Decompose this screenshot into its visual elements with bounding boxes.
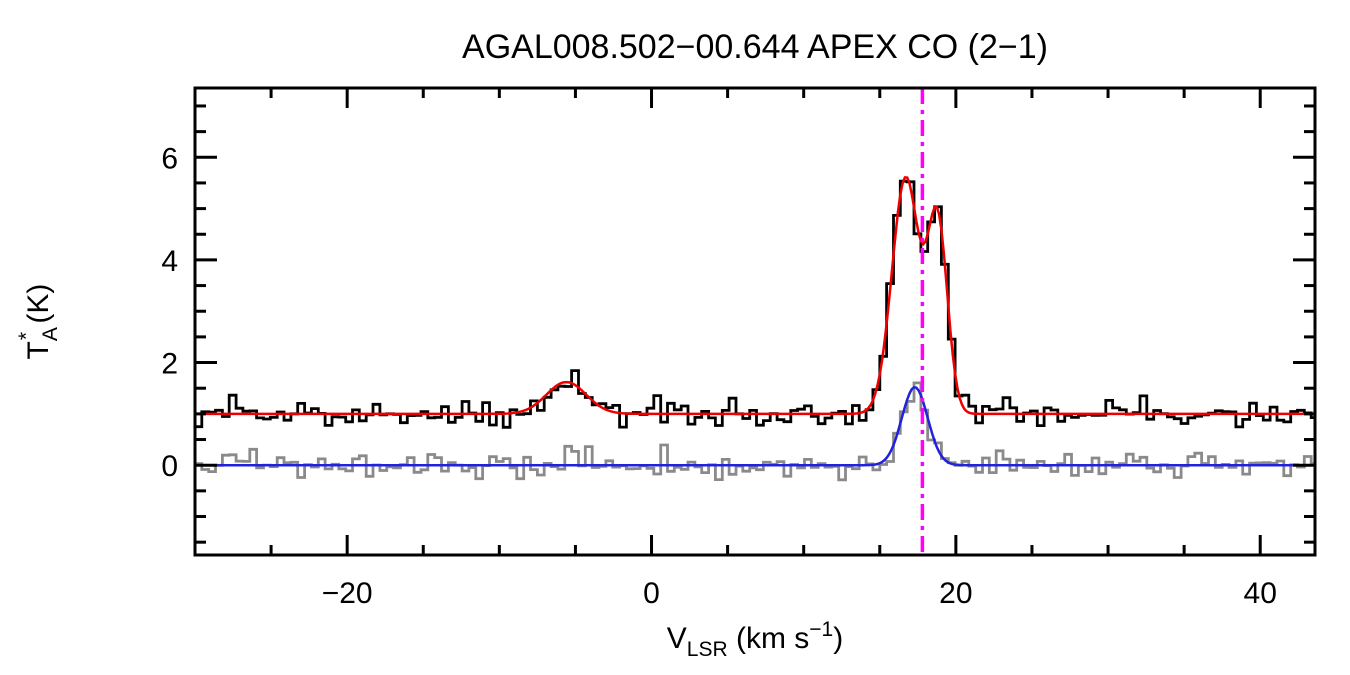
- chart-title: AGAL008.502−00.644 APEX CO (2−1): [462, 28, 1048, 66]
- axes: [193, 86, 1317, 557]
- x-axis-label-base: V: [667, 622, 687, 655]
- x-axis-label: VLSR (km s−1): [667, 618, 843, 661]
- observed-spectrum-path: [195, 179, 1315, 429]
- x-tick-label: 40: [1244, 577, 1277, 610]
- x-tick-label: −20: [322, 577, 373, 610]
- x-tick-label: 0: [643, 577, 660, 610]
- y-axis-label-end: (K): [22, 284, 55, 332]
- y-tick-label: 6: [161, 142, 178, 175]
- gaussian-fit-offset-path: [195, 385, 1315, 467]
- y-axis-label: TA* (K): [15, 284, 62, 360]
- plot-frame: [193, 86, 1317, 557]
- x-axis-label-sup: −1: [809, 618, 833, 641]
- y-axis-label-base: T: [22, 341, 55, 359]
- x-tick-label: 20: [939, 577, 972, 610]
- y-tick-label: 2: [161, 348, 178, 381]
- offset-spectrum-path: [195, 381, 1315, 482]
- x-axis-label-sub: LSR: [687, 638, 728, 661]
- x-axis-label-mid: (km s: [728, 622, 810, 655]
- x-axis-label-end: ): [833, 622, 843, 655]
- y-tick-label: 4: [161, 245, 178, 278]
- y-axis-label-sup: *: [15, 332, 38, 340]
- y-tick-label: 0: [161, 450, 178, 483]
- gaussian-fit-observed-path: [195, 176, 1315, 416]
- series-layer: [195, 88, 1315, 555]
- y-axis-label-sub: A: [39, 327, 62, 341]
